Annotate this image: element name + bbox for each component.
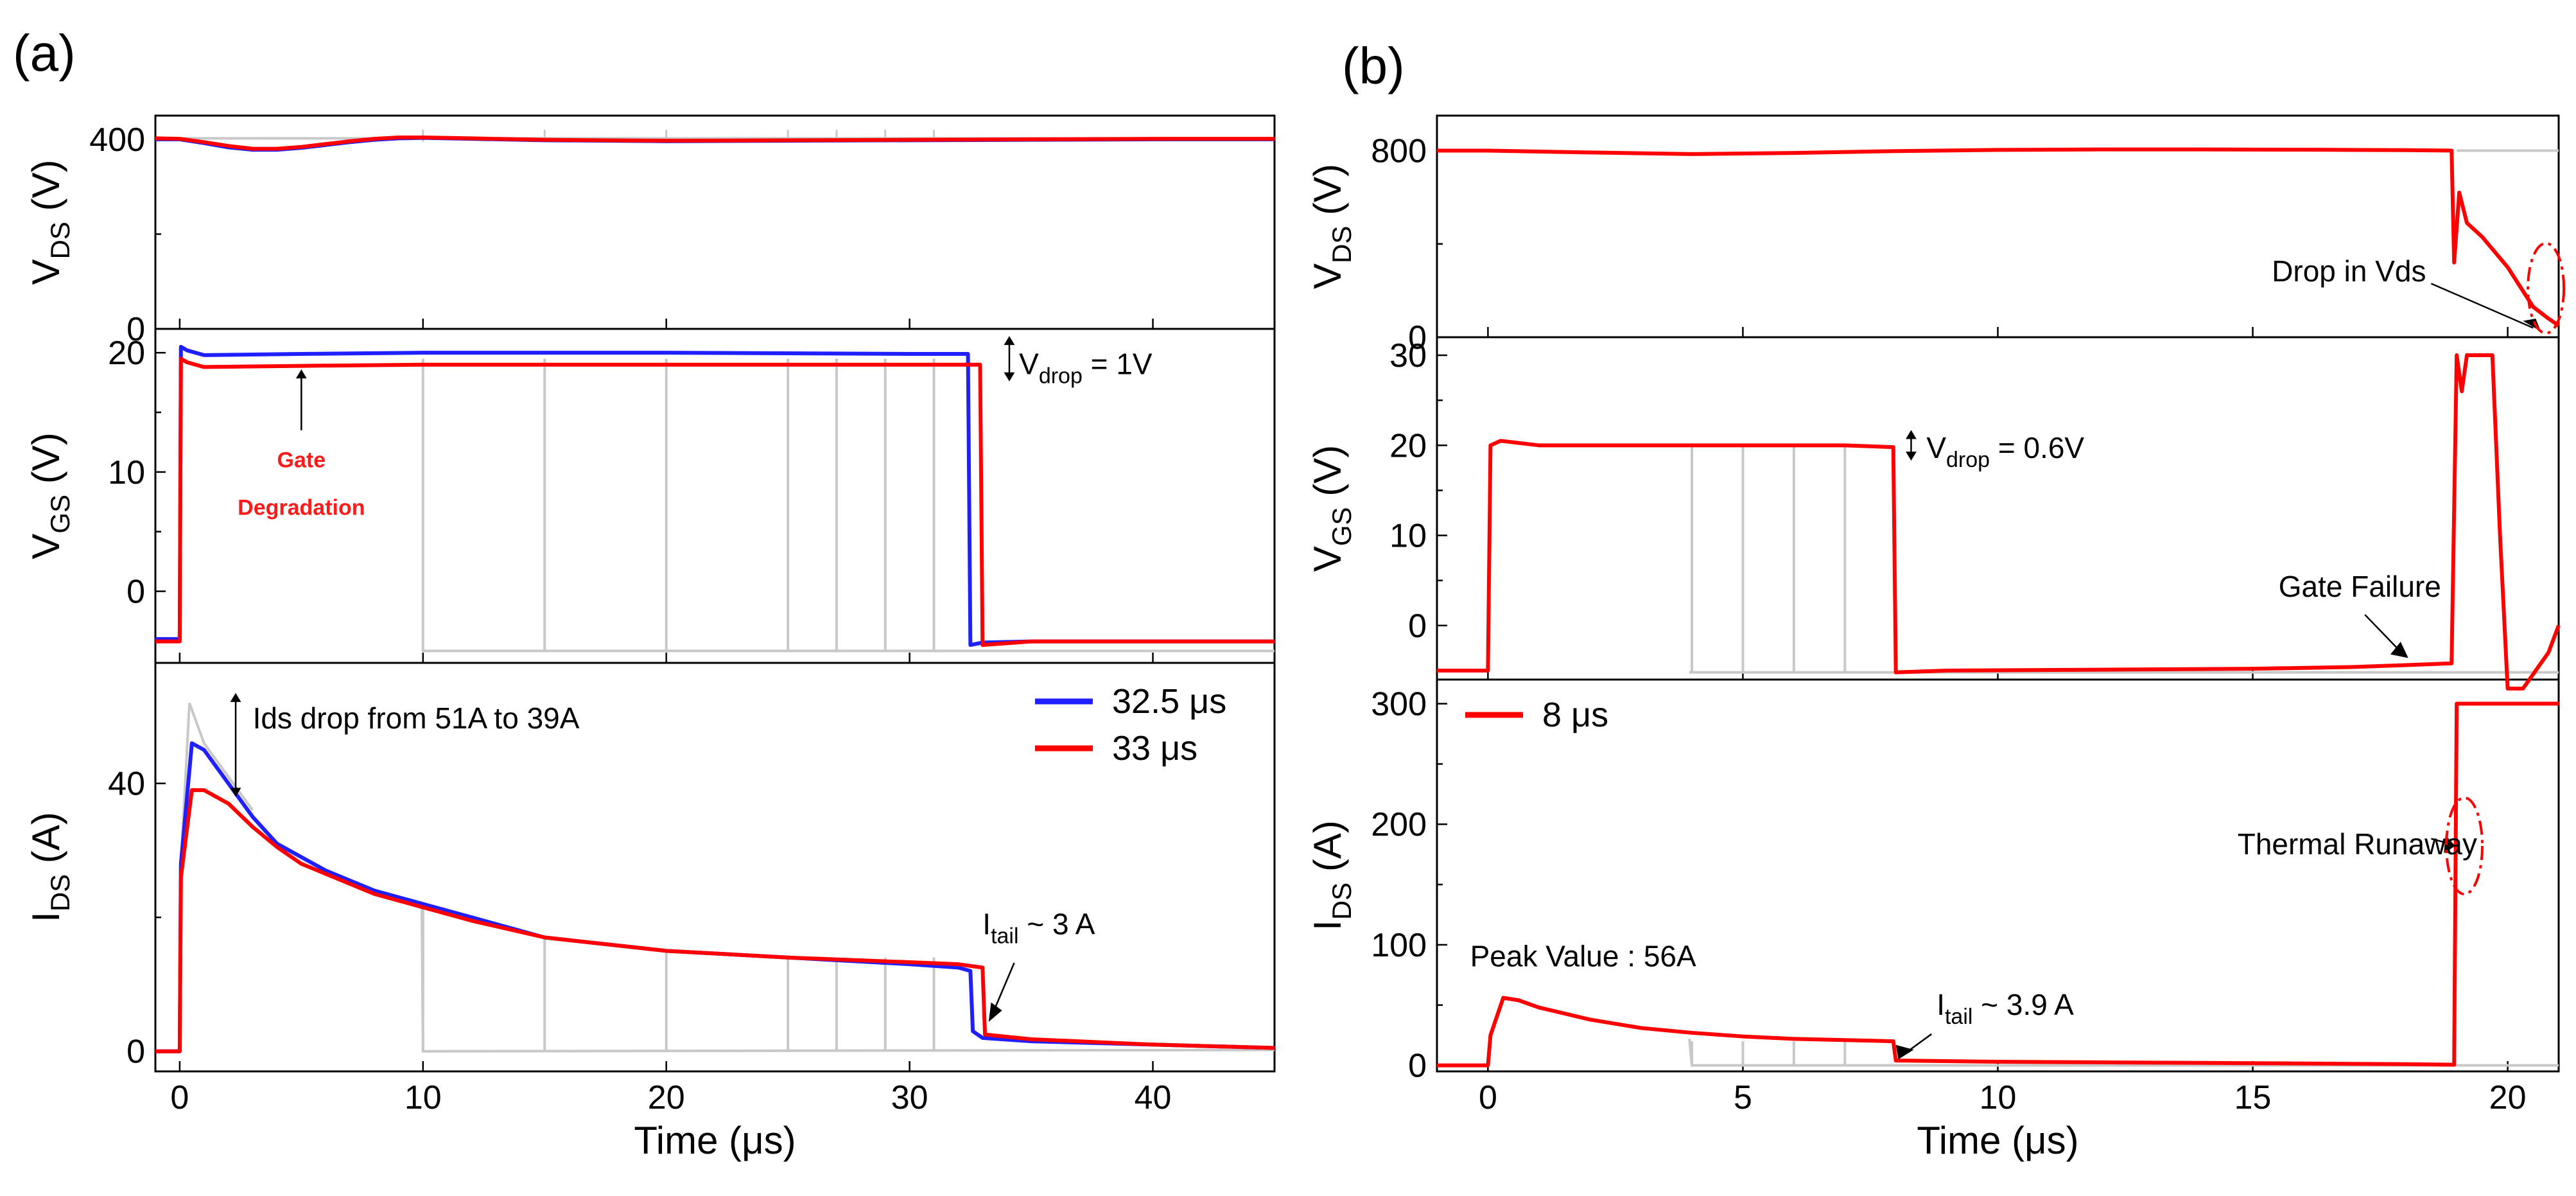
a-vdrop-arrow-head-up — [1004, 336, 1015, 346]
b-vds-ytick-label: 800 — [1371, 132, 1427, 170]
b-vdrop-arrow-down — [1906, 452, 1917, 461]
b-vdrop-label: Vdrop = 0.6V — [1926, 431, 2084, 472]
a-ids-ylabel: IDS (A) — [24, 812, 75, 922]
b-vdrop-arrow-up — [1906, 430, 1917, 439]
b-ids-ytick-label: 100 — [1371, 927, 1427, 964]
b-vgs-ylabel: VGS (V) — [1306, 445, 1357, 572]
b-legend-label: 8 μs — [1542, 696, 1608, 734]
a-xtick-label: 30 — [891, 1079, 928, 1116]
a-ids-grey-trace — [420, 904, 1275, 1053]
b-xtick-label: 15 — [2234, 1079, 2272, 1116]
b-vgs-ytick-label: 10 — [1389, 518, 1427, 555]
a-ids-series-red — [155, 788, 1275, 1053]
b-thermal-circle — [2445, 796, 2484, 896]
a-xtick-label: 20 — [648, 1079, 685, 1116]
b-xtick-label: 5 — [1734, 1079, 1752, 1116]
b-vgs-frame — [1436, 336, 2560, 681]
b-xtick-label: 0 — [1479, 1079, 1497, 1116]
b-vds-drop-circle — [2527, 242, 2566, 335]
b-ids-ytick-label: 200 — [1371, 806, 1427, 843]
a-vgs-ytick-label: 10 — [108, 454, 145, 491]
b-vgs-ytick-label: 0 — [1408, 608, 1427, 645]
b-gate-failure-label: Gate Failure — [2279, 570, 2441, 603]
a-vds-frame — [154, 114, 1276, 330]
a-ids-ytick-label: 0 — [126, 1033, 145, 1071]
b-peak-label: Peak Value : 56A — [1470, 940, 1696, 973]
a-legend-label: 33 μs — [1112, 729, 1197, 768]
a-vds-ylabel: VDS (V) — [24, 159, 75, 285]
a-vds-ytick-label: 400 — [89, 121, 145, 159]
a-vdrop-arrow-head-down — [1004, 372, 1015, 382]
a-gate-degradation-label-1: Gate — [277, 448, 326, 472]
b-ids-series-red — [1437, 701, 2559, 1068]
a-vgs-ytick-label: 0 — [126, 574, 145, 611]
a-gate-degradation-label-2: Degradation — [238, 496, 365, 520]
b-itail-label: Itail ~ 3.9 A — [1936, 988, 2074, 1029]
a-ids-series-blue — [155, 741, 1275, 1053]
a-vgs-ylabel: VGS (V) — [24, 432, 75, 559]
a-ids-ytick-label: 40 — [108, 766, 145, 803]
b-vds-drop-arrow-line — [2430, 283, 2534, 329]
b-ids-ytick-label: 0 — [1408, 1048, 1427, 1085]
panel-a-chart: 0 400 VDS (V) 0 10 20 VGS (V) 0 40 IDS (A) 0 10 20 30… — [24, 114, 1276, 1162]
a-xlabel: Time (μs) — [634, 1119, 796, 1162]
a-legend-label: 32.5 μs — [1112, 682, 1226, 721]
b-itail-arrow-head — [1895, 1044, 1914, 1060]
a-ids-frame — [154, 662, 1276, 1073]
b-vds-ylabel: VDS (V) — [1306, 164, 1357, 289]
a-ids-grey-peak — [155, 702, 254, 1053]
a-vgs-ytick-label: 20 — [108, 335, 145, 372]
b-vgs-series-red — [1437, 353, 2561, 691]
a-ids-drop-arrow-up — [230, 692, 241, 702]
b-gate-failure-arrow-head — [2390, 642, 2408, 658]
b-thermal-label: Thermal Runaway — [2238, 827, 2477, 861]
b-xlabel: Time (μs) — [1917, 1119, 2078, 1162]
a-itail-arrow-line — [991, 962, 1015, 1015]
a-ids-drop-arrow-down — [230, 787, 241, 797]
b-vds-series-red — [1437, 147, 2560, 328]
b-vgs-ytick-label: 20 — [1389, 427, 1427, 464]
a-xtick-label: 0 — [170, 1079, 189, 1116]
b-ids-ytick-label: 300 — [1371, 686, 1427, 723]
b-ids-ylabel: IDS (A) — [1306, 820, 1357, 931]
b-xtick-label: 20 — [2489, 1079, 2527, 1116]
b-vds-ytick-label: 0 — [1408, 319, 1427, 356]
a-xtick-label: 10 — [405, 1079, 442, 1116]
a-gate-arrow-head — [295, 369, 307, 379]
a-itail-label: Itail ~ 3 A — [982, 907, 1095, 948]
b-vds-drop-label: Drop in Vds — [2272, 254, 2426, 288]
panel-label-b: (b) — [1342, 37, 1405, 94]
a-vds-series-red — [155, 135, 1275, 151]
b-xtick-label: 10 — [1980, 1079, 2017, 1116]
panel-label-a: (a) — [13, 24, 76, 82]
a-vgs-series-blue — [155, 344, 1275, 647]
a-vgs-series-red — [155, 356, 1275, 647]
a-vds-ytick-label: 0 — [126, 311, 145, 348]
a-itail-arrow-head — [988, 1002, 1002, 1022]
a-vdrop-label: Vdrop = 1V — [1019, 347, 1153, 389]
b-vgs-ytick-label: 30 — [1389, 337, 1427, 374]
a-xtick-label: 40 — [1135, 1079, 1172, 1116]
a-ids-drop-label: Ids drop from 51A to 39A — [253, 701, 580, 735]
